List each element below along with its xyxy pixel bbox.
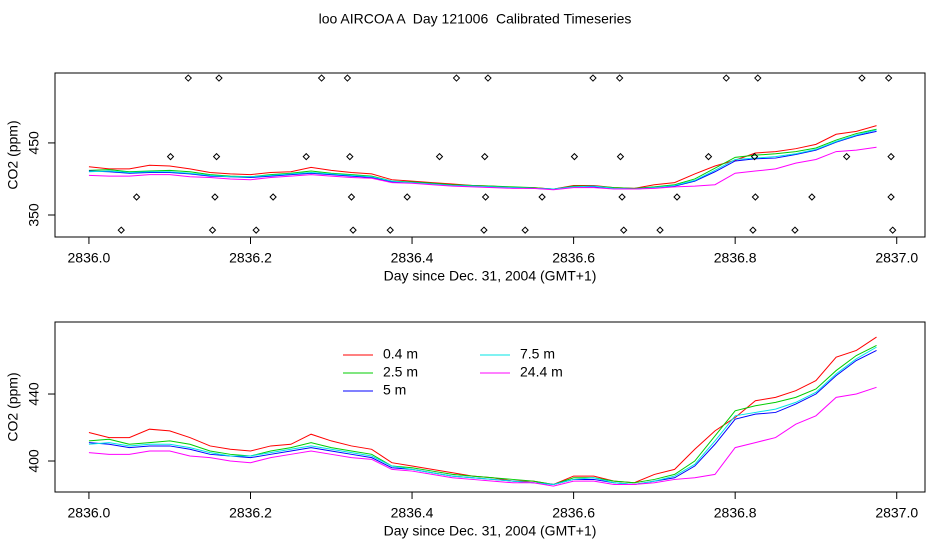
flag-marker [349, 226, 357, 234]
y-tick-label: 450 [26, 131, 42, 155]
flag-marker [211, 193, 219, 201]
flag-marker [435, 152, 444, 161]
flag-marker [884, 74, 893, 82]
series-line [88, 129, 877, 190]
series-line [88, 336, 877, 485]
flag-marker [252, 226, 260, 234]
y-axis-label: CO2 (ppm) [5, 120, 21, 189]
flag-marker [673, 193, 681, 201]
legend-label: 7.5 m [520, 346, 555, 362]
flag-marker [403, 193, 411, 201]
flag-marker [858, 74, 866, 82]
flag-marker [754, 74, 762, 82]
flag-marker [616, 152, 625, 161]
chart-title: loo AIRCOA A Day 121006 Calibrated Times… [319, 11, 632, 27]
flag-marker [618, 193, 626, 201]
x-tick-label: 2837.0 [875, 505, 918, 521]
flag-marker [656, 226, 664, 234]
legend-label: 5 m [383, 382, 406, 398]
flag-marker [589, 74, 597, 82]
y-tick-label: 440 [26, 382, 42, 406]
flag-marker [615, 74, 624, 82]
flag-marker [184, 74, 192, 82]
flag-marker [481, 193, 490, 201]
flag-marker [619, 226, 628, 234]
legend-label: 24.4 m [520, 364, 563, 380]
flag-marker [132, 193, 141, 201]
flag-marker [208, 226, 217, 234]
flag-marker [452, 74, 461, 82]
flag-marker [887, 193, 895, 201]
flag-marker [722, 74, 730, 82]
x-tick-label: 2836.0 [68, 505, 111, 521]
flag-marker [704, 152, 713, 161]
flag-marker [302, 152, 310, 161]
flag-marker [347, 193, 356, 201]
x-tick-label: 2836.2 [229, 505, 272, 521]
flag-marker [212, 152, 221, 161]
flag-marker [808, 193, 816, 201]
series-line [88, 345, 877, 485]
flag-marker [317, 74, 326, 82]
series-line [88, 350, 877, 485]
flag-marker [166, 152, 175, 161]
series-line [88, 386, 877, 487]
flag-marker [117, 226, 125, 234]
flag-marker [386, 226, 394, 234]
flag-marker [842, 152, 851, 161]
x-tick-label: 2836.8 [714, 250, 757, 266]
flag-marker [484, 74, 492, 82]
flag-marker [343, 74, 352, 82]
x-tick-label: 2836.2 [229, 250, 272, 266]
plot-box [54, 321, 926, 493]
flag-marker [887, 152, 895, 161]
flag-marker [269, 193, 277, 201]
x-tick-label: 2836.4 [391, 250, 434, 266]
series-line [88, 346, 877, 485]
flag-marker [888, 226, 897, 234]
flag-marker [751, 193, 760, 201]
x-axis-label: Day since Dec. 31, 2004 (GMT+1) [384, 523, 597, 539]
legend-label: 2.5 m [383, 364, 418, 380]
y-tick-label: 350 [26, 203, 42, 227]
y-axis-label: CO2 (ppm) [5, 372, 21, 441]
series-line [88, 146, 877, 191]
flag-marker [791, 226, 799, 234]
flag-marker [521, 226, 529, 234]
x-tick-label: 2836.8 [714, 505, 757, 521]
series-line [88, 128, 877, 190]
x-tick-label: 2836.6 [552, 505, 595, 521]
x-tick-label: 2836.4 [391, 505, 434, 521]
flag-marker [346, 152, 354, 161]
flag-marker [480, 226, 488, 234]
x-axis-label: Day since Dec. 31, 2004 (GMT+1) [384, 268, 597, 284]
plot-box [54, 72, 926, 238]
flag-marker [570, 152, 579, 161]
flag-marker [750, 152, 759, 161]
flag-marker [749, 226, 757, 234]
y-tick-label: 400 [26, 449, 42, 473]
flag-marker [538, 193, 546, 201]
series-line [88, 130, 877, 190]
flag-marker [215, 74, 223, 82]
x-tick-label: 2837.0 [875, 250, 918, 266]
legend-label: 0.4 m [383, 346, 418, 362]
x-tick-label: 2836.0 [68, 250, 111, 266]
flag-marker [481, 152, 489, 161]
x-tick-label: 2836.6 [552, 250, 595, 266]
